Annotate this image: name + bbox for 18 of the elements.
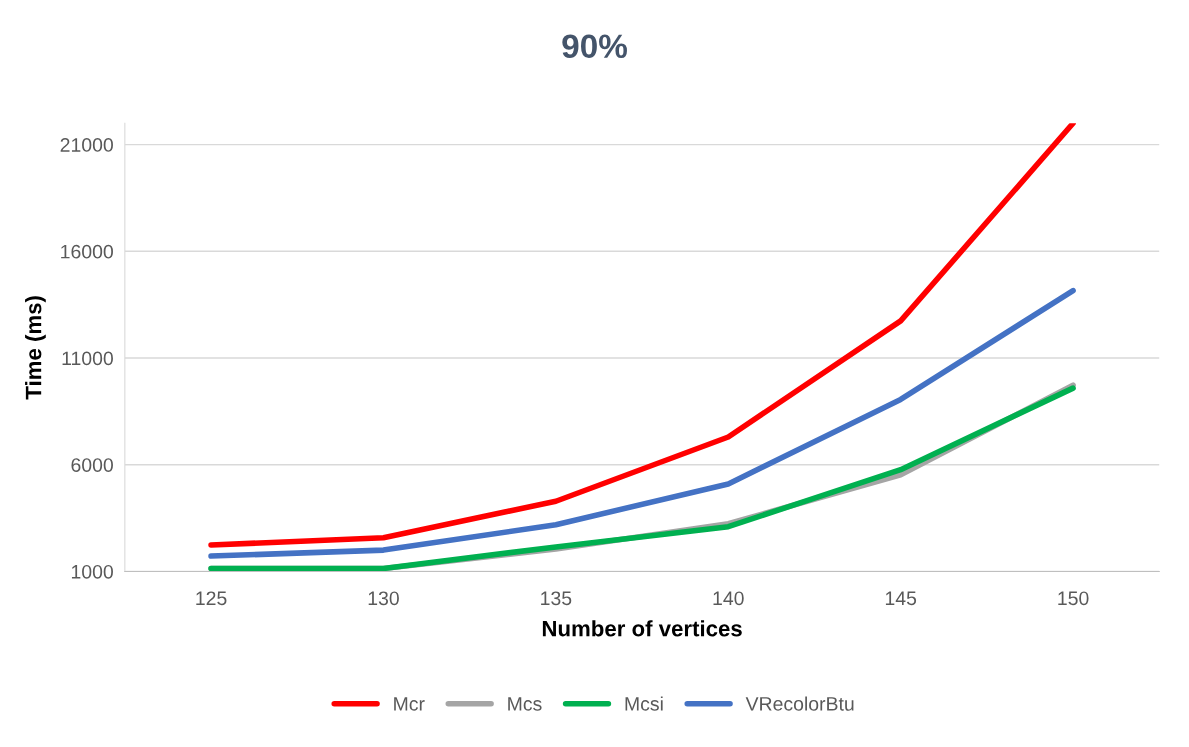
- y-tick-label: 1000: [71, 564, 113, 579]
- x-tick-label: 145: [885, 591, 917, 606]
- legend-label: Mcr: [394, 697, 425, 711]
- x-tick-label: 150: [1058, 591, 1089, 606]
- y-tick-label: 6000: [71, 458, 113, 472]
- legend-label: Mcs: [508, 697, 542, 711]
- y-tick-label: 21000: [60, 138, 113, 152]
- x-axis-title: Number of vertices: [542, 620, 742, 637]
- legend-label: Mcsi: [625, 696, 663, 711]
- chart-title: 90%: [562, 34, 627, 59]
- x-tick-label: 130: [368, 591, 399, 606]
- legend-label: VRecolorBtu: [745, 696, 854, 711]
- y-tick-label: 16000: [61, 244, 113, 259]
- x-tick-label: 125: [196, 591, 227, 606]
- y-tick-label: 11000: [62, 351, 113, 366]
- x-tick-label: 140: [713, 591, 744, 606]
- y-axis-title: Time (ms): [25, 296, 46, 400]
- x-tick-label: 135: [541, 591, 572, 606]
